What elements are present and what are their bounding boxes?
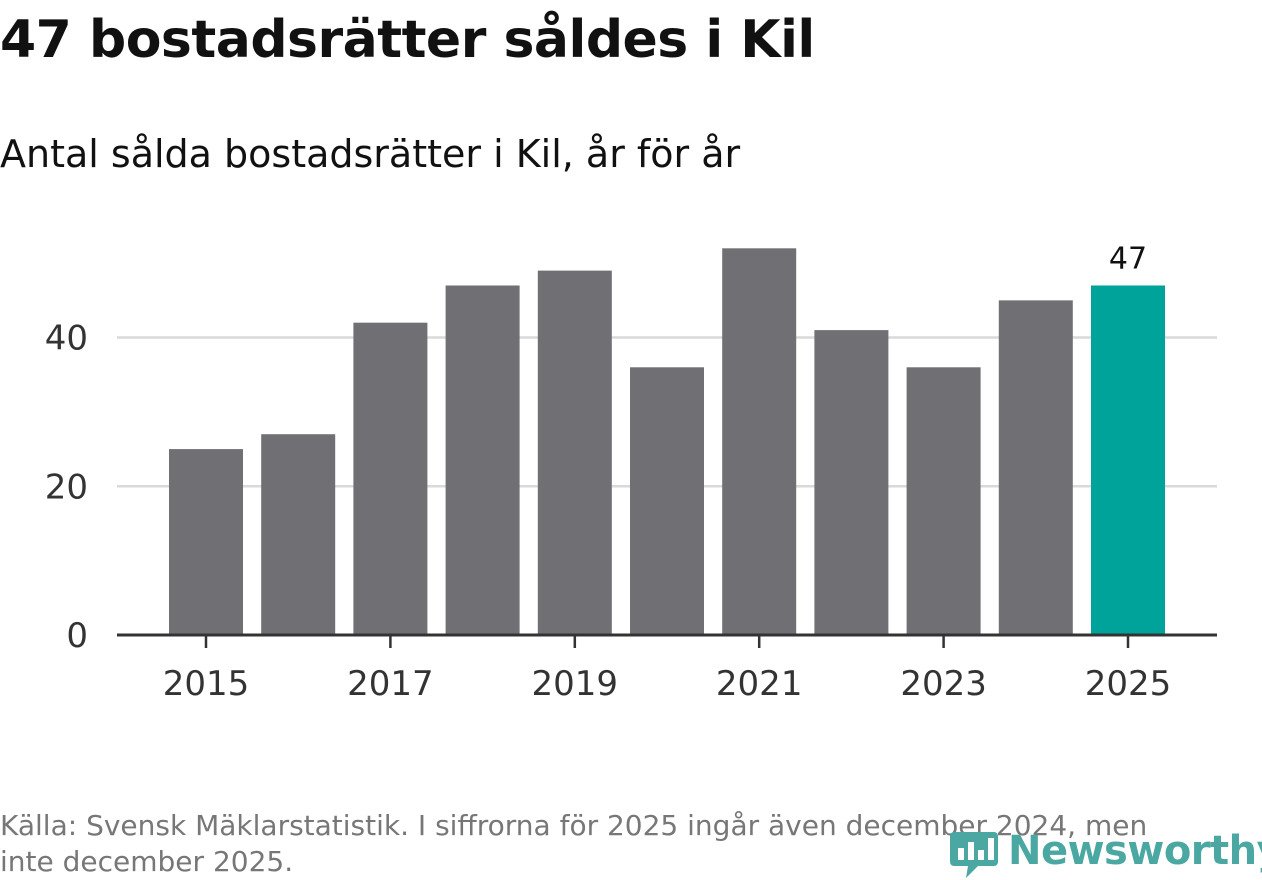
bar-2015 <box>169 449 243 635</box>
bar-2020 <box>630 367 704 635</box>
chart-subtitle: Antal sålda bostadsrätter i Kil, år för … <box>0 132 741 176</box>
bar-2022 <box>814 330 889 635</box>
x-tick-label: 2015 <box>163 664 250 704</box>
bar-2024 <box>998 300 1073 635</box>
x-tick-label: 2021 <box>716 664 803 704</box>
bar-2019 <box>537 270 612 635</box>
y-tick-label: 40 <box>45 319 88 359</box>
brand-name: Newsworthy <box>1008 828 1262 874</box>
y-tick-label: 0 <box>66 616 88 656</box>
x-tick-label: 2023 <box>900 664 987 704</box>
bar-2021 <box>722 248 797 636</box>
brand-logo: Newsworthy <box>948 822 1262 880</box>
x-tick-label: 2025 <box>1085 664 1172 704</box>
newsworthy-logo-icon <box>950 832 998 878</box>
x-tick-label: 2019 <box>532 664 619 704</box>
bar-2025 <box>1091 285 1165 635</box>
bar-2016 <box>261 434 336 635</box>
x-tick-label: 2017 <box>347 664 434 704</box>
data-label: 47 <box>1109 241 1147 276</box>
y-tick-label: 20 <box>45 467 88 507</box>
bar-2018 <box>445 285 520 635</box>
chart-title: 47 bostadsrätter såldes i Kil <box>0 10 815 70</box>
bar-2017 <box>353 322 428 635</box>
bar-2023 <box>906 367 981 635</box>
